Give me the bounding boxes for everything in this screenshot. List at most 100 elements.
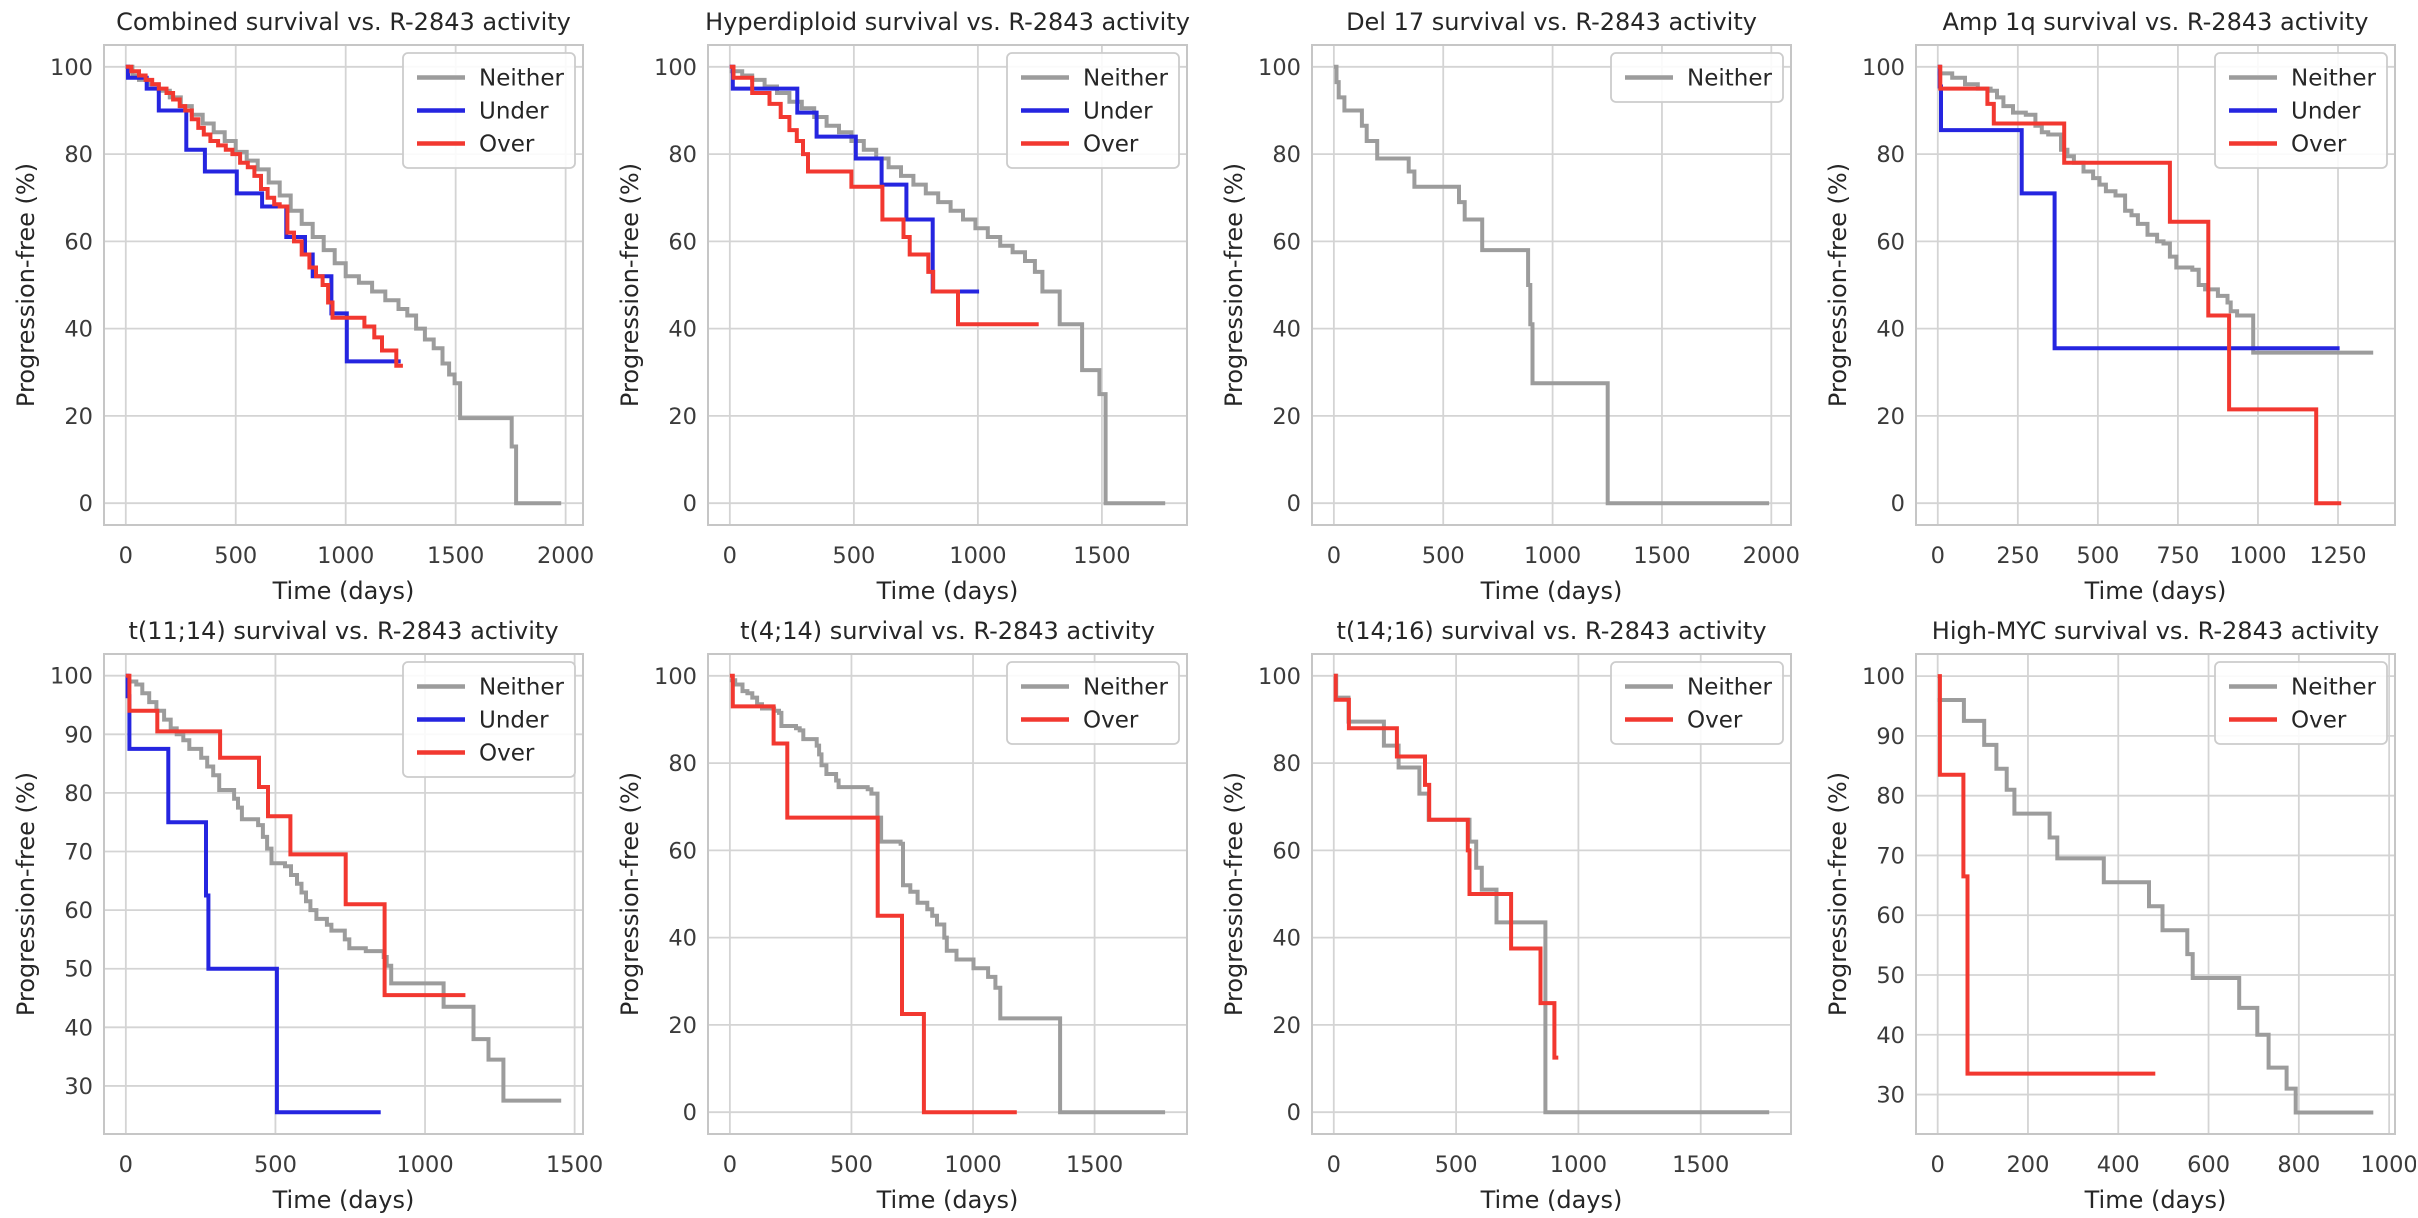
series-line-over [729,64,1039,327]
plot-area-border [1311,653,1792,1135]
chart-title: Hyperdiploid survival vs. R-2843 activit… [705,8,1190,36]
x-tick-label: 500 [832,543,875,569]
y-tick-label: 90 [64,722,93,748]
y-tick-label: 80 [64,781,93,807]
series-line-over [1937,64,2342,506]
chart-title: Del 17 survival vs. R-2843 activity [1346,8,1757,36]
y-tick-label: 20 [1876,404,1905,430]
y-axis-label: Progression-free (%) [12,163,40,407]
x-tick-label: 1000 [1550,1152,1607,1178]
x-axis-label: Time (days) [272,1186,415,1214]
x-tick-label: 1000 [944,1152,1001,1178]
plot-area-border [707,44,1188,526]
y-tick-label: 40 [64,317,93,343]
y-tick-label: 30 [1876,1083,1905,1109]
x-tick-label: 0 [723,543,737,569]
x-tick-label: 1000 [1524,543,1581,569]
y-tick-label: 70 [64,840,93,866]
x-axis-label: Time (days) [876,577,1019,605]
chart-title: Combined survival vs. R-2843 activity [116,8,571,36]
legend-entry-label: Neither [1083,66,1168,92]
y-tick-label: 80 [668,751,697,777]
y-tick-label: 40 [668,317,697,343]
y-tick-label: 40 [64,1015,93,1041]
chart-combined: 0 20 40 60 80 100 0 500 1000 1500 2000 Combined sur… [0,0,604,609]
y-axis-label: Progression-free (%) [1824,772,1852,1016]
x-axis-label: Time (days) [1480,577,1623,605]
plot-area-border [1915,653,2396,1135]
legend: Neither Over [1610,661,1784,745]
y-axis-label: Progression-free (%) [1220,163,1248,407]
y-tick-label: 0 [1287,491,1301,517]
y-tick-label: 100 [1862,664,1905,690]
y-tick-label: 100 [654,55,697,81]
y-tick-label: 60 [668,229,697,255]
y-axis-label: Progression-free (%) [1824,163,1852,407]
x-tick-label: 600 [2187,1152,2230,1178]
x-axis-label: Time (days) [876,1186,1019,1214]
series-line-under [729,64,980,294]
legend-entry-label: Over [1083,708,1139,734]
legend-entry-label: Over [1687,708,1743,734]
y-tick-label: 100 [1258,664,1301,690]
legend-entry-label: Neither [1687,66,1772,92]
x-tick-label: 1500 [546,1152,603,1178]
chart-amp1q: 0 20 40 60 80 100 0 250 500 750 1000 1250 Amp 1q sur… [1812,0,2416,609]
legend-entry-label: Neither [479,675,564,701]
x-tick-label: 0 [723,1152,737,1178]
legend: Neither Under Over [2214,52,2388,169]
y-axis-label: Progression-free (%) [12,772,40,1016]
legend-entry-label: Over [2291,708,2347,734]
series-line-over [1937,674,2156,1076]
y-tick-label: 100 [1258,55,1301,81]
y-tick-label: 0 [1891,491,1905,517]
x-tick-label: 200 [2006,1152,2049,1178]
y-tick-label: 80 [668,142,697,168]
legend-entry-label: Neither [2291,675,2376,701]
y-tick-label: 60 [64,229,93,255]
y-tick-label: 60 [668,838,697,864]
y-tick-label: 0 [683,491,697,517]
x-tick-label: 1000 [2229,543,2286,569]
x-tick-label: 1000 [2360,1152,2416,1178]
legend-entry-label: Under [479,708,549,734]
series-line-under [125,64,401,364]
chart-title: t(14;16) survival vs. R-2843 activity [1336,617,1766,645]
gridlines [1312,45,1791,525]
legend-entry-label: Under [1083,99,1153,125]
legend: Neither Over [1006,661,1180,745]
x-tick-label: 1000 [317,543,374,569]
legend-entry-label: Under [479,99,549,125]
x-tick-label: 2000 [537,543,594,569]
series-line-over [1333,673,1559,1060]
x-tick-label: 0 [1327,543,1341,569]
chart-title: t(4;14) survival vs. R-2843 activity [740,617,1155,645]
legend-box [2214,52,2388,169]
series-line-neither [729,678,1166,1115]
y-tick-label: 40 [1272,926,1301,952]
legend-entry-label: Over [1083,132,1139,158]
y-tick-label: 50 [1876,963,1905,989]
chart-hyperdiploid: 0 20 40 60 80 100 0 500 1000 1500 Hyperdiploid sur… [604,0,1208,609]
legend-entry-label: Over [2291,132,2347,158]
y-tick-label: 80 [1876,784,1905,810]
y-tick-label: 20 [64,404,93,430]
x-tick-label: 1500 [427,543,484,569]
y-tick-label: 40 [1876,317,1905,343]
plot-area-border [1915,44,2396,526]
legend: Neither Under Over [1006,52,1180,169]
y-tick-label: 100 [1862,55,1905,81]
legend: Neither Under Over [402,661,576,778]
y-tick-label: 20 [1272,404,1301,430]
legend: Neither [1610,52,1784,103]
x-tick-label: 500 [1435,1152,1478,1178]
x-tick-label: 1500 [1066,1152,1123,1178]
y-tick-label: 20 [668,404,697,430]
y-tick-label: 80 [1272,142,1301,168]
y-tick-label: 30 [64,1074,93,1100]
legend-entry-label: Neither [1687,675,1772,701]
